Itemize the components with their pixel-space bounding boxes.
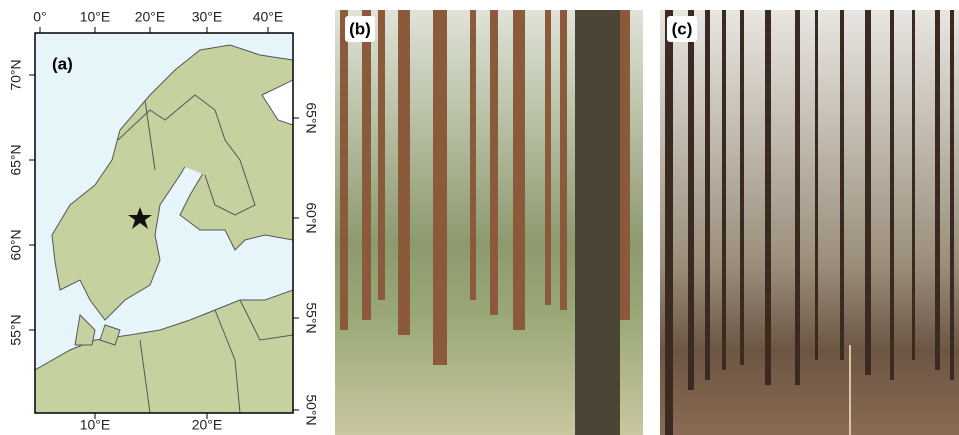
panel-label: (c) bbox=[672, 19, 693, 38]
left-tick-label: 60°N bbox=[8, 229, 24, 260]
top-tick-label: 30°E bbox=[192, 9, 223, 25]
trunk bbox=[575, 10, 620, 435]
trunk bbox=[362, 10, 371, 320]
top-tick-label: 0° bbox=[33, 9, 46, 25]
panel-label: (a) bbox=[52, 54, 73, 73]
trunk bbox=[398, 10, 410, 335]
trunk bbox=[890, 10, 894, 380]
top-tick-label: 10°E bbox=[80, 9, 111, 25]
left-tick-label: 55°N bbox=[8, 314, 24, 345]
trunk bbox=[840, 10, 844, 360]
bottom-tick-label: 10°E bbox=[80, 417, 111, 433]
trunk bbox=[935, 10, 940, 370]
trunk bbox=[620, 10, 630, 320]
left-tick-label: 65°N bbox=[8, 144, 24, 175]
trunk bbox=[865, 10, 871, 375]
trunk bbox=[795, 10, 800, 385]
right-tick-label: 50°N bbox=[303, 394, 319, 425]
top-tick-label: 40°E bbox=[253, 9, 284, 25]
map: (a) bbox=[35, 33, 293, 413]
trunk bbox=[912, 10, 915, 360]
trunk bbox=[722, 10, 726, 370]
photo-forest: (b) bbox=[335, 10, 643, 435]
trunk bbox=[950, 10, 954, 380]
page: (a) 0° 10°E 20°E 30°E 40°E 10°E 20°E 70°N 65°N 60… bbox=[0, 0, 959, 435]
trunk bbox=[740, 10, 744, 365]
top-tick-label: 20°E bbox=[135, 9, 166, 25]
right-tick-label: 60°N bbox=[303, 202, 319, 233]
trunk bbox=[433, 10, 447, 365]
trunk bbox=[378, 10, 385, 300]
trunk bbox=[815, 10, 818, 360]
figure: (a) 0° 10°E 20°E 30°E 40°E 10°E 20°E 70°N 65°N 60… bbox=[0, 0, 959, 435]
trunk bbox=[688, 10, 694, 390]
trunk bbox=[490, 10, 498, 315]
trunk bbox=[705, 10, 710, 380]
trunk bbox=[340, 10, 348, 330]
trunk bbox=[513, 10, 525, 330]
trunk bbox=[665, 10, 673, 435]
trunk bbox=[560, 10, 567, 310]
trunk bbox=[765, 10, 771, 385]
left-tick-label: 70°N bbox=[8, 59, 24, 90]
bottom-tick-label: 20°E bbox=[192, 417, 223, 433]
trunk bbox=[470, 10, 476, 300]
right-tick-label: 55°N bbox=[303, 302, 319, 333]
panel-label: (b) bbox=[349, 19, 371, 38]
photo-burnt-forest: (c) bbox=[660, 10, 959, 435]
right-tick-label: 65°N bbox=[303, 102, 319, 133]
trunk bbox=[545, 10, 551, 305]
